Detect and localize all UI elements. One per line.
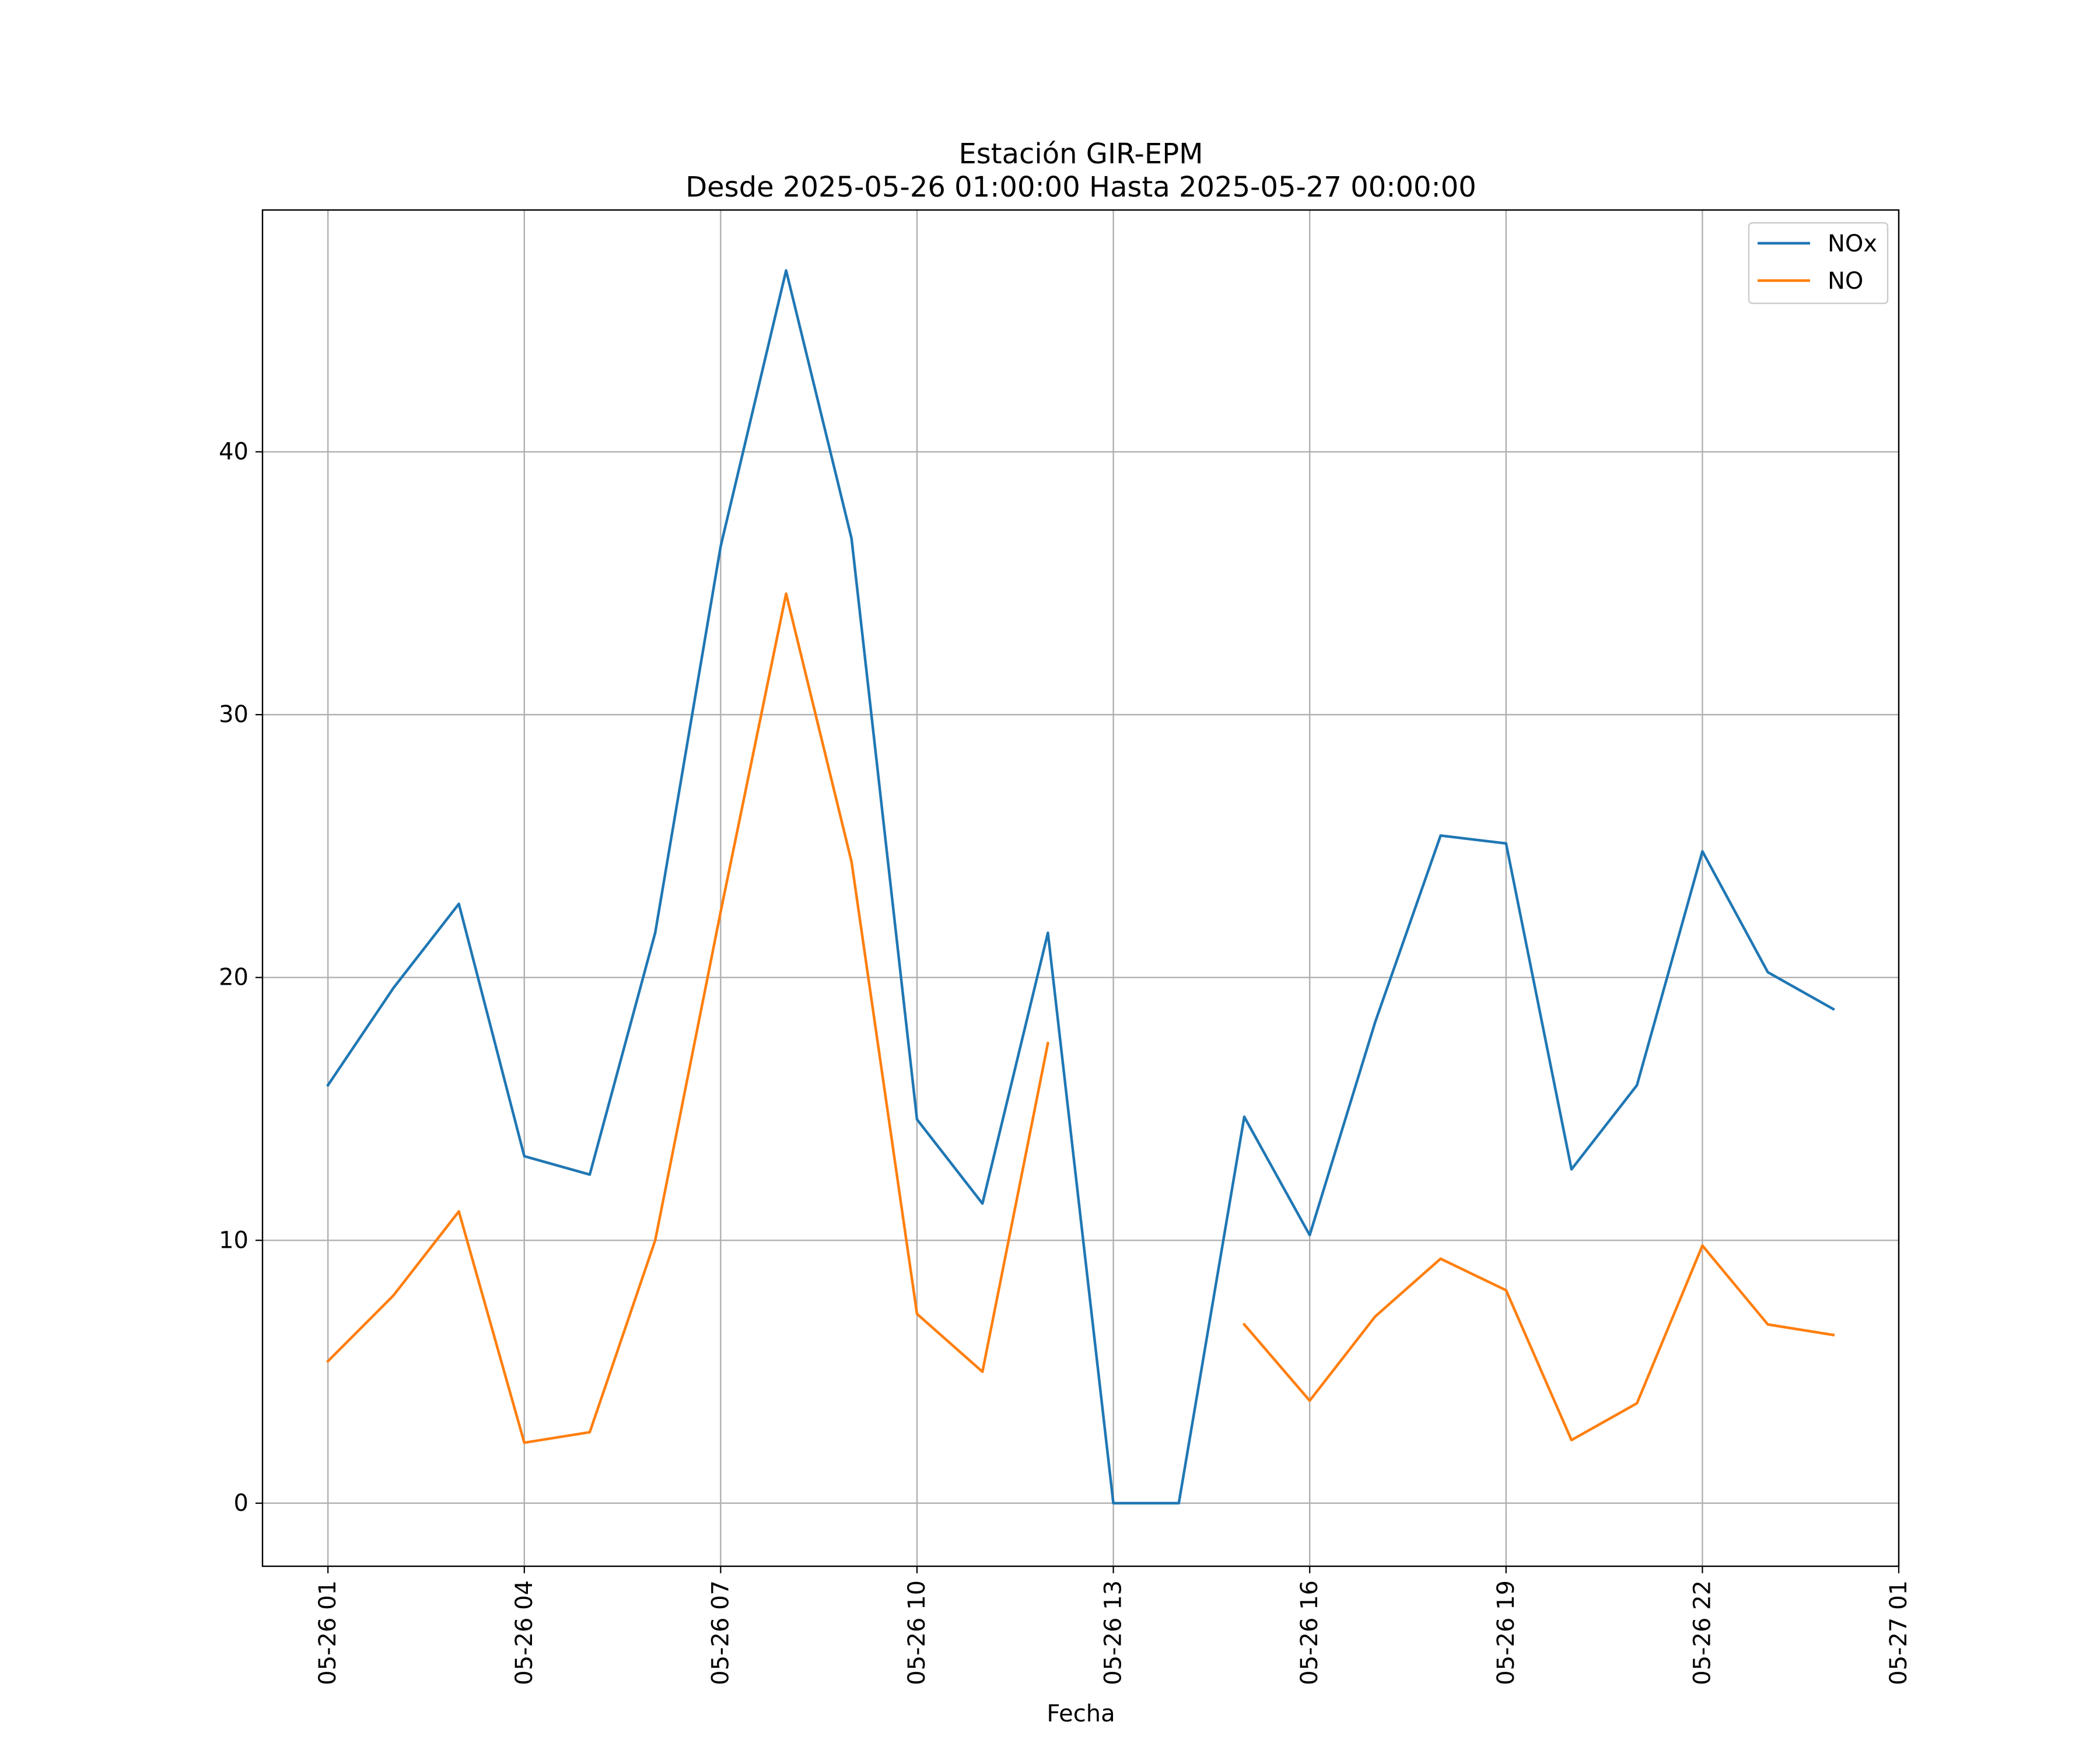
legend: NOx NO: [1748, 222, 1889, 304]
y-tick-label: 40: [219, 439, 249, 466]
axis-ticks: 05-26 01 05-26 04 05-26 07 05-26 10 05-26 13…: [219, 439, 1912, 1685]
plot-area-frame: [261, 209, 1900, 1567]
x-tick-label: 05-26 13: [1100, 1580, 1127, 1685]
chart-subtitle: Desde 2025-05-26 01:00:00 Hasta 2025-05-…: [685, 171, 1476, 204]
x-tick-label: 05-26 07: [707, 1580, 734, 1685]
legend-label-nox: NOx: [1828, 230, 1877, 257]
series-line-no-segment-1: [326, 592, 1050, 1444]
y-tick-label: 10: [219, 1227, 249, 1254]
x-tick-label: 05-26 04: [511, 1580, 538, 1685]
series-line-nox-segment-1: [326, 269, 1835, 1505]
x-tick-label: 05-26 01: [314, 1580, 341, 1685]
y-tick-label: 20: [219, 964, 249, 991]
x-axis-title: Fecha: [1046, 1700, 1115, 1727]
legend-label-no: NO: [1828, 268, 1863, 295]
x-tick-label: 05-26 10: [904, 1580, 930, 1685]
x-tick-label: 05-26 16: [1296, 1580, 1323, 1685]
series-lines: [326, 269, 1835, 1505]
chart-title: Estación GIR-EPM: [958, 138, 1203, 170]
x-tick-label: 05-26 22: [1689, 1580, 1716, 1685]
y-tick-label: 30: [219, 701, 249, 728]
series-line-no-segment-2: [1242, 1244, 1835, 1441]
y-tick-label: 0: [234, 1490, 249, 1517]
x-tick-label: 05-26 19: [1493, 1580, 1520, 1685]
x-tick-label: 05-27 01: [1885, 1580, 1912, 1685]
